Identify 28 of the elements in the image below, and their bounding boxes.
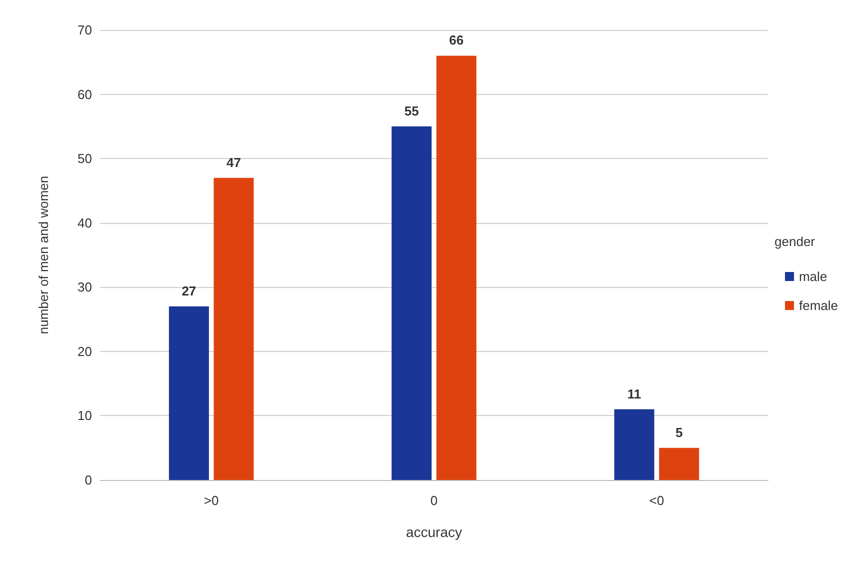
y-tick-label: 50 (78, 151, 92, 166)
legend-label: female (798, 298, 838, 313)
legend-title: gender (774, 234, 816, 249)
y-tick-label: 60 (78, 86, 92, 102)
x-tick-label: 0 (430, 493, 438, 508)
y-tick-label: 0 (84, 472, 92, 488)
bar (392, 126, 432, 480)
data-label: 27 (182, 283, 196, 298)
y-tick-label: 20 (78, 344, 92, 359)
x-axis-title: accuracy (406, 524, 462, 540)
data-label: 5 (675, 424, 683, 440)
data-label: 55 (404, 103, 419, 118)
y-axis-title: number of men and women (36, 176, 51, 334)
data-label: 47 (226, 154, 241, 170)
y-tick-label: 70 (78, 22, 92, 38)
x-tick-label: <0 (649, 493, 664, 508)
y-tick-label: 40 (78, 215, 92, 230)
bar (659, 448, 700, 480)
data-label: 11 (627, 386, 642, 402)
data-label: 66 (449, 32, 464, 48)
x-tick-label: >0 (204, 493, 219, 508)
bar (168, 306, 209, 480)
bar (436, 56, 476, 480)
bar (614, 409, 654, 480)
bar (214, 178, 254, 480)
legend-label: male (798, 269, 828, 284)
y-tick-label: 10 (78, 408, 92, 424)
y-tick-label: 30 (78, 280, 92, 295)
